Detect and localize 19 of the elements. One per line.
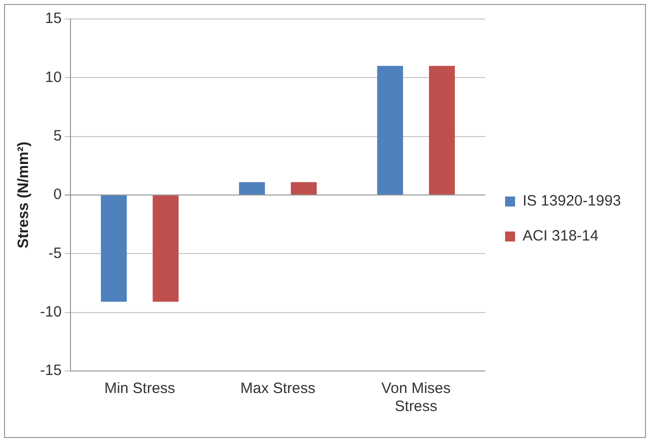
legend-label: IS 13920-1993 [522,192,622,210]
bar [239,182,265,194]
y-tick-label: 0 [53,186,62,204]
y-tick-label: -15 [40,362,62,380]
y-tick-label: 10 [44,68,62,86]
x-tick-label: Min Stress [104,380,176,398]
y-axis-title: Stress (N/mm²) [15,142,32,248]
x-tick-label: Von Mises Stress [381,380,451,416]
y-tick-label: 15 [44,10,62,28]
bar [377,66,404,194]
y-tick-label: -5 [48,244,62,262]
x-tick-label: Max Stress [240,380,316,398]
bar [100,196,127,302]
y-tick-label: -10 [40,303,62,320]
legend-label: ACI 318-14 [522,228,598,245]
y-tick-label: 5 [53,127,62,144]
bar [290,182,317,194]
bar [152,196,179,302]
bar [428,66,455,194]
